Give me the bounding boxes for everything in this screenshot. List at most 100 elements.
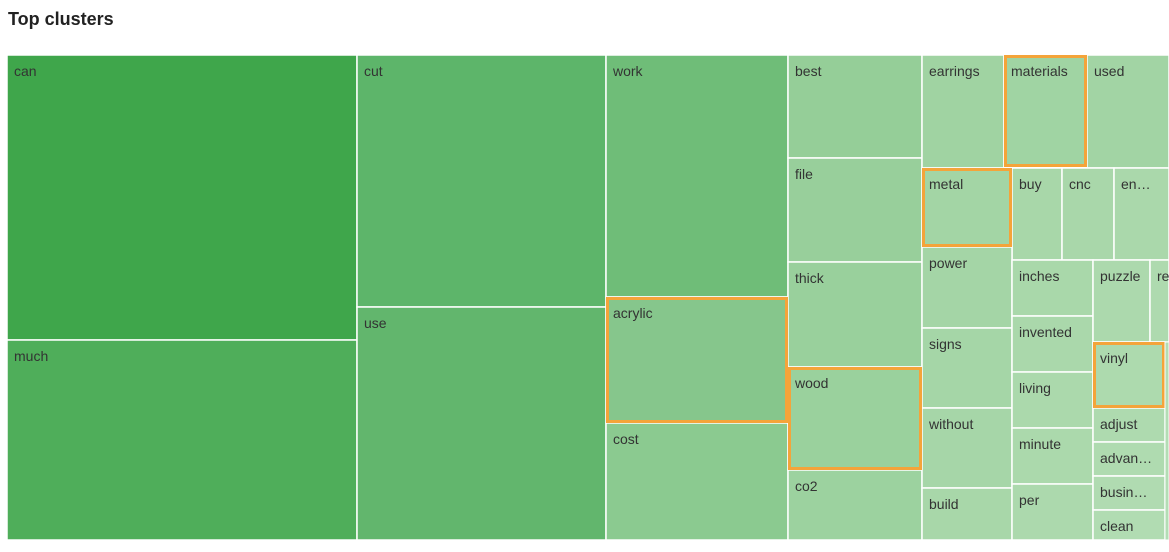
tile-rect [787, 366, 923, 471]
tile: co2 [787, 469, 923, 541]
tile-label: busin… [1100, 484, 1147, 500]
tile: metal [921, 167, 1013, 248]
tile-label: thick [795, 270, 825, 286]
tile-label: materials [1011, 63, 1068, 79]
tile-rect [6, 339, 358, 541]
tile: invented [1011, 315, 1094, 373]
tile: file [787, 157, 923, 263]
tile-label: use [364, 315, 387, 331]
tile: wood [787, 366, 923, 471]
tile-rect [1011, 259, 1094, 317]
tile-rect [787, 469, 923, 541]
tile-rect [921, 487, 1013, 541]
tile-rect [605, 54, 789, 298]
tile: signs [921, 327, 1013, 409]
tile-label: earrings [929, 63, 980, 79]
tile: buy [1011, 167, 1063, 261]
tile: without [921, 407, 1013, 489]
tile-label: advan… [1100, 450, 1152, 466]
tile: work [605, 54, 789, 298]
tile-label: cost [613, 431, 639, 447]
tile-rect [356, 306, 607, 541]
tile-label: vinyl [1100, 350, 1128, 366]
tile: adjust [1092, 407, 1166, 443]
highlight [922, 168, 1012, 247]
tile-label: work [612, 63, 644, 79]
tile-label: cut [364, 63, 383, 79]
tile: power [921, 246, 1013, 329]
tile: can [6, 54, 358, 341]
highlight [1093, 342, 1165, 408]
tile: used [1086, 54, 1169, 169]
tile-rect [1113, 167, 1169, 261]
tile-label: power [929, 255, 967, 271]
tile-rect [921, 167, 1013, 248]
tile: use [356, 306, 607, 541]
tile-label: file [795, 166, 813, 182]
highlight [606, 297, 788, 423]
tile: busin… [1092, 475, 1166, 511]
tile-rect [1011, 483, 1094, 541]
tile-rect [1092, 509, 1166, 541]
tile-label: much [14, 348, 48, 364]
tile: best [787, 54, 923, 159]
title: Top clusters [8, 9, 114, 29]
tile-label: adjust [1100, 416, 1137, 432]
tile: advan… [1092, 441, 1166, 477]
tile-label: co2 [795, 478, 818, 494]
tile-label: en… [1121, 176, 1151, 192]
tile: per [1011, 483, 1094, 541]
tile: inches [1011, 259, 1094, 317]
tile: cut [356, 54, 607, 308]
tile-label: wood [794, 375, 828, 391]
tile-label: clean [1100, 518, 1133, 534]
tile-label: can [14, 63, 37, 79]
tile-label: cnc [1069, 176, 1091, 192]
tile: earrings [921, 54, 1005, 169]
tile-rect [921, 54, 1005, 169]
tile: cnc [1061, 167, 1115, 261]
tile-label: acrylic [613, 305, 653, 321]
tile-label: best [795, 63, 822, 79]
tile-label: buy [1019, 176, 1042, 192]
tile: thick [787, 261, 923, 368]
tile-label: build [929, 496, 959, 512]
tile-rect [356, 54, 607, 308]
tile-label: inches [1019, 268, 1059, 284]
tile-label: re [1157, 268, 1169, 284]
tile: living [1011, 371, 1094, 429]
tile: cost [605, 422, 789, 541]
tile: en… [1113, 167, 1169, 261]
tile-rect [1003, 54, 1088, 168]
tile: acrylic [605, 296, 789, 424]
tile: vinyl [1092, 341, 1166, 409]
tile-label: minute [1019, 436, 1061, 452]
tile-rect [1092, 475, 1166, 511]
tile: minute [1011, 427, 1094, 485]
tile-rect [1092, 259, 1151, 343]
tile-label: signs [929, 336, 962, 352]
highlight [1004, 55, 1087, 167]
tile-label: used [1094, 63, 1124, 79]
tile-rect [6, 54, 358, 341]
tile-label: living [1019, 380, 1051, 396]
tile: puzzle [1092, 259, 1151, 343]
tile-label: invented [1019, 324, 1072, 340]
tile-label: puzzle [1100, 268, 1141, 284]
tile-label: metal [929, 176, 963, 192]
tile: much [6, 339, 358, 541]
tile-rect [787, 261, 923, 368]
tile: build [921, 487, 1013, 541]
tile-rect [1092, 441, 1166, 477]
highlight [788, 367, 922, 470]
tile-label: without [928, 416, 973, 432]
tile-rect [605, 422, 789, 541]
right-strip [1164, 341, 1169, 541]
tile-label: per [1019, 492, 1040, 508]
tile-rect [921, 246, 1013, 329]
tile: re [1149, 259, 1169, 343]
tile: materials [1003, 54, 1088, 168]
tile: clean [1092, 509, 1166, 541]
